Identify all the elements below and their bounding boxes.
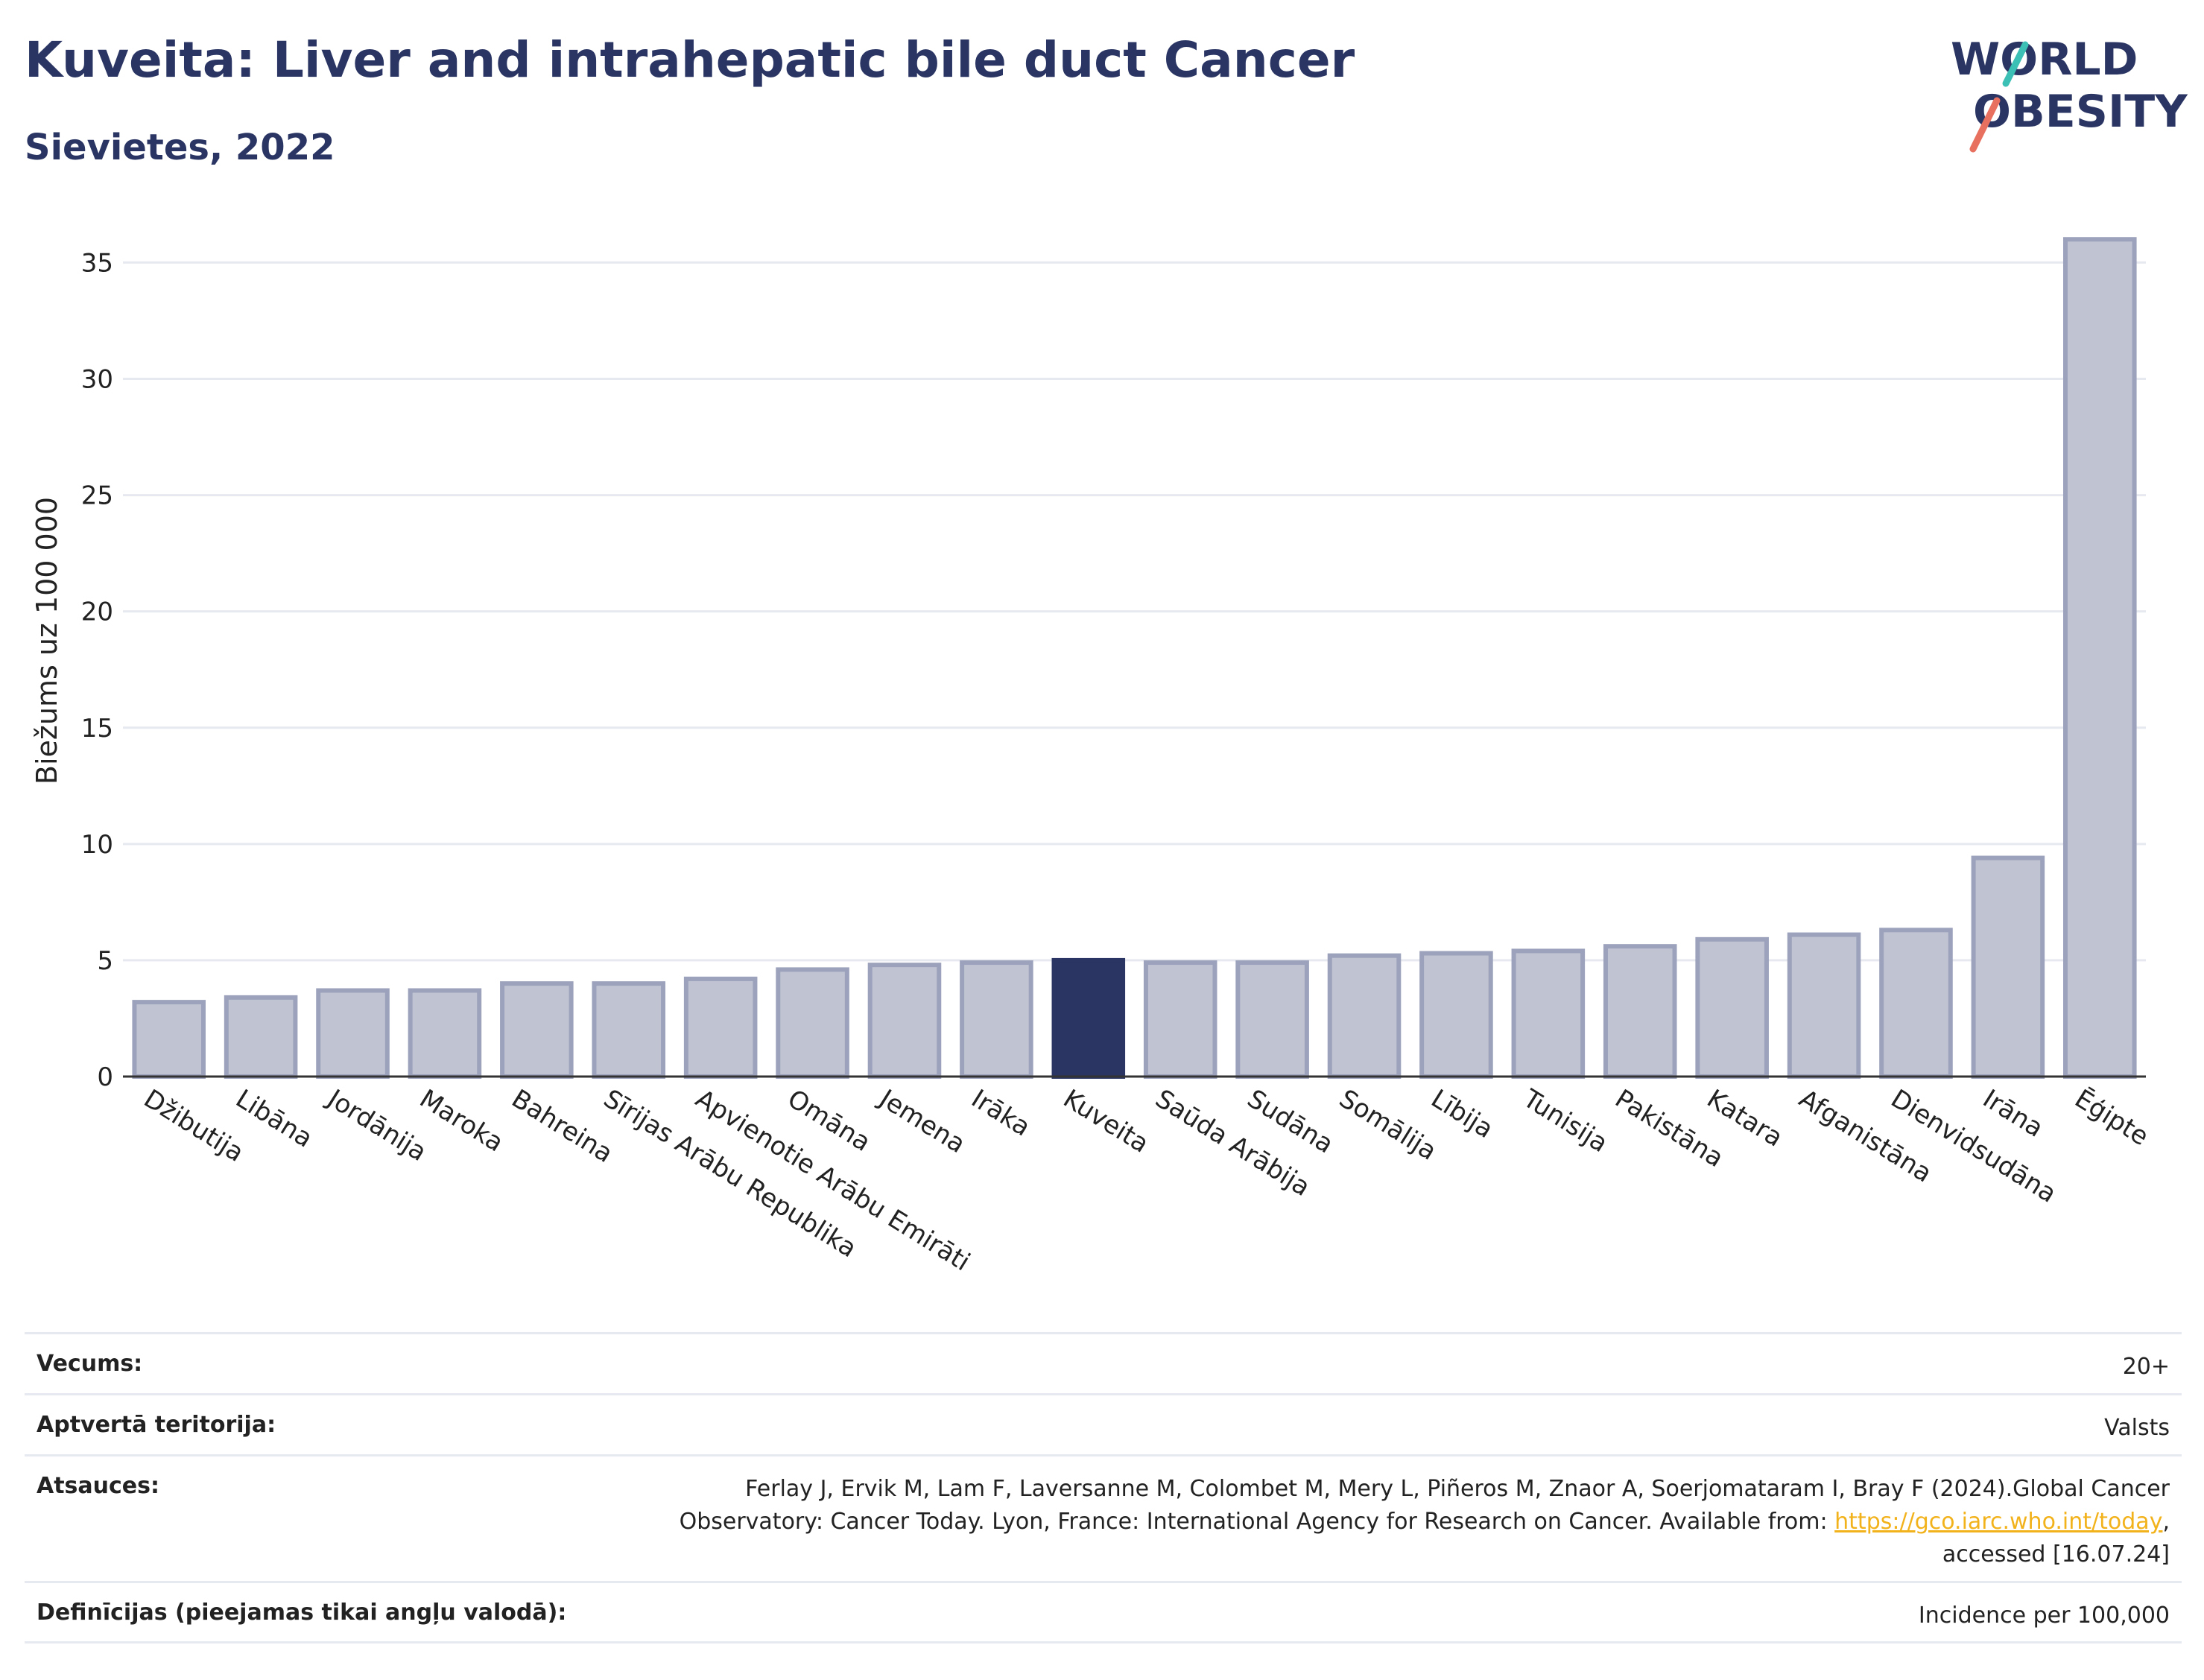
x-tick-label: Džibutija <box>139 1084 249 1168</box>
bar-country <box>316 988 390 1079</box>
references-comma: , <box>2162 1509 2170 1535</box>
bar-country <box>683 976 758 1079</box>
info-row-territory: Aptvertā teritorija: Valsts <box>25 1393 2182 1454</box>
bar-country <box>1511 948 1586 1079</box>
bar-country <box>224 995 298 1079</box>
info-row-references: Atsauces: Ferlay J, Ervik M, Lam F, Lave… <box>25 1454 2182 1581</box>
bar-country <box>2063 237 2137 1080</box>
definitions-label: Definīcijas (pieejamas tikai angļu valod… <box>37 1600 567 1626</box>
bar-country <box>867 963 942 1079</box>
x-tick-label: Saūda Arābija <box>1150 1084 1315 1202</box>
x-tick-label: Ēģipte <box>2070 1084 2154 1152</box>
bar-country <box>1971 855 2045 1080</box>
bar-country <box>500 981 574 1079</box>
x-tick-label: Tunisija <box>1517 1083 1613 1158</box>
world-obesity-logo: WORLD OBESITY <box>1951 34 2188 153</box>
bar-country <box>408 988 482 1079</box>
bar-country <box>1327 953 1402 1079</box>
y-tick-label: 20 <box>81 597 113 627</box>
info-row-age: Vecums: 20+ <box>25 1332 2182 1393</box>
references-line2: Observatory: Cancer Today. Lyon, France:… <box>679 1509 1835 1535</box>
bar-country <box>1419 951 1493 1080</box>
y-tick-label: 5 <box>97 946 113 976</box>
age-label: Vecums: <box>37 1351 143 1377</box>
x-tick-label: Jemena <box>873 1083 971 1159</box>
references-line1: Ferlay J, Ervik M, Lam F, Laversanne M, … <box>745 1476 2170 1502</box>
x-tick-label: Irāka <box>966 1084 1036 1143</box>
y-tick-labels: 0 5 10 15 20 25 30 35 <box>81 248 113 1092</box>
x-tick-label: Jordānija <box>321 1083 431 1167</box>
bar-country <box>1143 960 1217 1079</box>
logo-line2: OBESITY <box>1973 86 2188 138</box>
y-tick-label: 10 <box>81 830 113 860</box>
bar-country <box>960 960 1033 1079</box>
x-tick-label: Irāna <box>1977 1084 2048 1144</box>
x-tick-label: Lībija <box>1426 1084 1498 1144</box>
bars <box>132 237 2137 1080</box>
bar-country <box>1235 960 1309 1079</box>
info-row-definitions: Definīcijas (pieejamas tikai angļu valod… <box>25 1581 2182 1643</box>
x-tick-label: Bahreina <box>507 1084 618 1169</box>
x-tick-label: Kuveita <box>1058 1084 1154 1159</box>
references-value: Ferlay J, Ervik M, Lam F, Laversanne M, … <box>680 1473 2170 1571</box>
x-tick-label: Dienvidsudāna <box>1886 1084 2062 1209</box>
info-table: Vecums: 20+ Aptvertā teritorija: Valsts … <box>25 1332 2182 1643</box>
y-tick-label: 15 <box>81 714 113 744</box>
bar-country <box>132 1000 206 1080</box>
y-axis-title: Biežums uz 100 000 <box>31 497 63 784</box>
bar-country <box>1695 936 1769 1080</box>
definitions-value: Incidence per 100,000 <box>1918 1603 2170 1629</box>
page-subtitle: Sievietes, 2022 <box>25 127 335 168</box>
territory-label: Aptvertā teritorija: <box>37 1412 276 1438</box>
logo-line1: WORLD <box>1951 34 2138 86</box>
y-tick-label: 0 <box>97 1062 113 1092</box>
bar-highlight <box>1051 957 1126 1080</box>
y-tick-label: 30 <box>81 365 113 395</box>
bar-country <box>1603 944 1677 1080</box>
x-tick-label: Somālija <box>1334 1084 1442 1167</box>
references-line3: accessed [16.07.24] <box>1942 1541 2170 1568</box>
territory-value: Valsts <box>2104 1415 2170 1441</box>
references-link[interactable]: https://gco.iarc.who.int/today <box>1834 1509 2163 1535</box>
page-title: Kuveita: Liver and intrahepatic bile duc… <box>25 31 1355 89</box>
references-label: Atsauces: <box>37 1473 159 1499</box>
bar-country <box>1787 932 1861 1079</box>
y-tick-label: 25 <box>81 481 113 511</box>
y-tick-label: 35 <box>81 248 113 278</box>
age-value: 20+ <box>2122 1354 2170 1380</box>
bar-country <box>776 967 849 1079</box>
bar-country <box>1879 928 1953 1080</box>
bar-country <box>592 981 666 1079</box>
grid-lines <box>123 261 2146 962</box>
